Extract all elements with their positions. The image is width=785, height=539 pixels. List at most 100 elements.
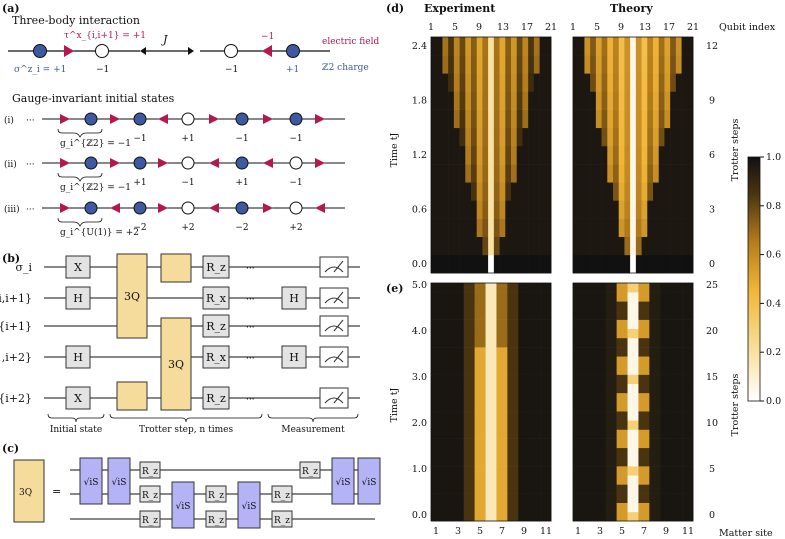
experiment-d-cell bbox=[448, 145, 455, 165]
experiment-d-cell bbox=[511, 55, 518, 74]
theory-d-cell bbox=[687, 236, 694, 256]
experiment-d-cell bbox=[482, 91, 489, 110]
experiment-e-cell bbox=[496, 319, 508, 330]
experiment-e-cell bbox=[507, 365, 519, 375]
theory-d-cell bbox=[675, 200, 682, 219]
experiment-e-cell bbox=[452, 328, 465, 339]
rotation-gate bbox=[202, 255, 230, 279]
sqrt-iswap-label: √iS bbox=[112, 477, 127, 488]
matter-tick: 5 bbox=[477, 526, 483, 537]
qubit-tick: 5 bbox=[594, 22, 600, 33]
experiment-d-cell bbox=[431, 109, 438, 129]
experiment-d-cell bbox=[493, 164, 500, 183]
experiment-d-cell bbox=[488, 218, 495, 237]
experiment-e-cell bbox=[474, 429, 486, 439]
theory-d-cell bbox=[687, 91, 694, 110]
experiment-e-cell bbox=[485, 475, 497, 485]
experiment-d-cell bbox=[488, 127, 495, 147]
experiment-d-cell bbox=[465, 127, 472, 147]
theory-d-cell bbox=[590, 236, 597, 256]
theory-e-cell bbox=[605, 328, 617, 339]
electric-field-arrow bbox=[315, 114, 325, 124]
theory-d-cell bbox=[687, 37, 694, 56]
theory-d-cell bbox=[584, 182, 591, 201]
experiment-e-cell bbox=[507, 283, 519, 293]
experiment-d-cell bbox=[505, 73, 512, 92]
experiment-d-cell bbox=[528, 182, 535, 201]
experiment-e-cell bbox=[507, 319, 519, 330]
experiment-d-cell bbox=[533, 37, 540, 56]
z2-charge-label: ℤ2 charge bbox=[322, 63, 369, 73]
theory-e-cell bbox=[616, 511, 628, 522]
gauge-brace bbox=[57, 128, 103, 138]
theory-d-cell bbox=[670, 127, 677, 147]
theory-e-cell bbox=[671, 337, 683, 348]
theory-d-cell bbox=[681, 145, 688, 165]
experiment-e-cell bbox=[485, 392, 497, 403]
experiment-e-cell bbox=[452, 447, 465, 458]
theory-e-cell bbox=[649, 365, 661, 375]
theory-d-cell bbox=[601, 254, 608, 274]
e-y-tick: 5.0 bbox=[412, 280, 427, 291]
experiment-d-cell bbox=[539, 200, 546, 219]
experiment-e-cell bbox=[485, 347, 497, 357]
theory-d-cell bbox=[675, 91, 682, 110]
experiment-d-cell bbox=[453, 164, 460, 183]
experiment-d-cell bbox=[488, 164, 495, 183]
experiment-e-cell bbox=[496, 411, 508, 421]
theory-e-cell bbox=[605, 475, 617, 485]
theory-e-cell bbox=[594, 493, 607, 503]
experiment-d-cell bbox=[482, 109, 489, 129]
theory-e-cell bbox=[605, 392, 617, 403]
state-row-dots: ··· bbox=[26, 205, 35, 215]
theory-e-cell bbox=[649, 493, 661, 503]
experiment-e-cell bbox=[452, 411, 465, 421]
theory-d-cell bbox=[647, 182, 654, 201]
experiment-e-cell bbox=[529, 511, 541, 522]
experiment-e-cell bbox=[485, 356, 497, 366]
experiment-e-cell bbox=[474, 337, 486, 348]
wire-label: τ_{i+1,i+2} bbox=[0, 351, 32, 364]
theory-d-cell bbox=[653, 109, 660, 129]
experiment-d-cell bbox=[499, 164, 506, 183]
theory-d-cell bbox=[601, 55, 608, 74]
theory-e-cell bbox=[616, 347, 628, 357]
experiment-e-cell bbox=[441, 310, 454, 320]
experiment-e-cell bbox=[452, 502, 465, 513]
experiment-e-cell bbox=[507, 447, 519, 458]
theory-e-cell bbox=[573, 301, 585, 311]
coupling-label: J bbox=[161, 33, 168, 46]
theory-d-cell bbox=[670, 218, 677, 237]
experiment-d-cell bbox=[476, 109, 483, 129]
experiment-e-cell bbox=[496, 484, 508, 494]
experiment-e-cell bbox=[463, 456, 475, 467]
experiment-e-cell bbox=[452, 383, 465, 394]
experiment-e-cell bbox=[431, 310, 443, 320]
experiment-d-cell bbox=[442, 254, 449, 274]
theory-d-cell bbox=[658, 236, 665, 256]
theory-e-cell bbox=[682, 319, 694, 330]
d-y-tick: 1.8 bbox=[412, 96, 427, 107]
experiment-d-cell bbox=[482, 55, 489, 74]
theory-e-cell bbox=[616, 502, 628, 513]
experiment-d-cell bbox=[442, 182, 449, 201]
theory-e-cell bbox=[583, 301, 596, 311]
theory-d-cell bbox=[675, 218, 682, 237]
theory-e-cell bbox=[638, 447, 650, 458]
theory-e-cell bbox=[616, 328, 628, 339]
experiment-d-cell bbox=[448, 254, 455, 274]
theory-d-cell bbox=[641, 37, 648, 56]
matter-tick: 11 bbox=[682, 526, 694, 537]
theory-e-cell bbox=[627, 438, 639, 449]
theory-e-cell bbox=[660, 447, 672, 458]
experiment-d-cell bbox=[482, 73, 489, 92]
theory-e-cell bbox=[671, 420, 683, 430]
electric-field-arrow bbox=[60, 203, 70, 213]
experiment-d-cell bbox=[499, 109, 506, 129]
panel-b: (b) σ_i τ_{i,i+1} σ_{i+1} τ_{i+1,i+2} σ_{i+2… bbox=[0, 252, 360, 435]
theory-e-cell bbox=[638, 466, 650, 476]
theory-d-cell bbox=[584, 37, 591, 56]
experiment-e-cell bbox=[540, 484, 552, 494]
experiment-e-cell bbox=[518, 328, 530, 339]
experiment-e-cell bbox=[463, 356, 475, 366]
